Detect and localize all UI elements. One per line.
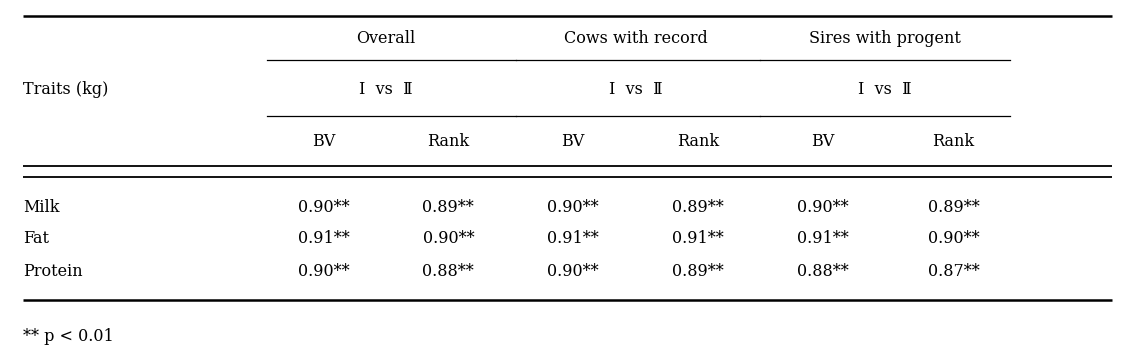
Text: Rank: Rank — [427, 134, 470, 150]
Text: Cows with record: Cows with record — [564, 30, 707, 47]
Text: BV: BV — [812, 134, 834, 150]
Text: ** p < 0.01: ** p < 0.01 — [23, 328, 114, 345]
Text: Sires with progent: Sires with progent — [809, 30, 961, 47]
Text: BV: BV — [312, 134, 335, 150]
Text: 0.90**: 0.90** — [422, 230, 474, 247]
Text: 0.91**: 0.91** — [672, 230, 724, 247]
Text: 0.90**: 0.90** — [547, 199, 599, 216]
Text: Protein: Protein — [23, 263, 83, 280]
Text: BV: BV — [562, 134, 585, 150]
Text: Milk: Milk — [23, 199, 59, 216]
Text: 0.91**: 0.91** — [547, 230, 599, 247]
Text: 0.90**: 0.90** — [797, 199, 849, 216]
Text: Rank: Rank — [932, 134, 975, 150]
Text: 0.89**: 0.89** — [927, 199, 980, 216]
Text: 0.89**: 0.89** — [422, 199, 474, 216]
Text: I  vs  Ⅱ: I vs Ⅱ — [608, 81, 663, 98]
Text: 0.88**: 0.88** — [422, 263, 474, 280]
Text: I  vs  Ⅱ: I vs Ⅱ — [858, 81, 913, 98]
Text: Traits (kg): Traits (kg) — [23, 81, 108, 98]
Text: 0.91**: 0.91** — [797, 230, 849, 247]
Text: Rank: Rank — [676, 134, 720, 150]
Text: 0.90**: 0.90** — [297, 263, 350, 280]
Text: 0.88**: 0.88** — [797, 263, 849, 280]
Text: Overall: Overall — [356, 30, 415, 47]
Text: 0.90**: 0.90** — [927, 230, 980, 247]
Text: Fat: Fat — [23, 230, 49, 247]
Text: 0.91**: 0.91** — [297, 230, 350, 247]
Text: 0.90**: 0.90** — [547, 263, 599, 280]
Text: 0.87**: 0.87** — [927, 263, 980, 280]
Text: 0.89**: 0.89** — [672, 263, 724, 280]
Text: 0.90**: 0.90** — [297, 199, 350, 216]
Text: I  vs  Ⅱ: I vs Ⅱ — [359, 81, 413, 98]
Text: 0.89**: 0.89** — [672, 199, 724, 216]
